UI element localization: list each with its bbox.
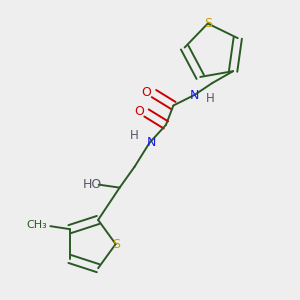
Text: N: N [190,88,199,102]
Text: CH₃: CH₃ [27,220,47,230]
Text: H: H [130,129,139,142]
Text: O: O [142,85,152,99]
Text: H: H [206,92,215,104]
Text: O: O [134,105,144,118]
Text: S: S [204,17,212,30]
Text: HO: HO [83,178,102,191]
Text: S: S [112,238,120,250]
Text: N: N [146,136,156,149]
